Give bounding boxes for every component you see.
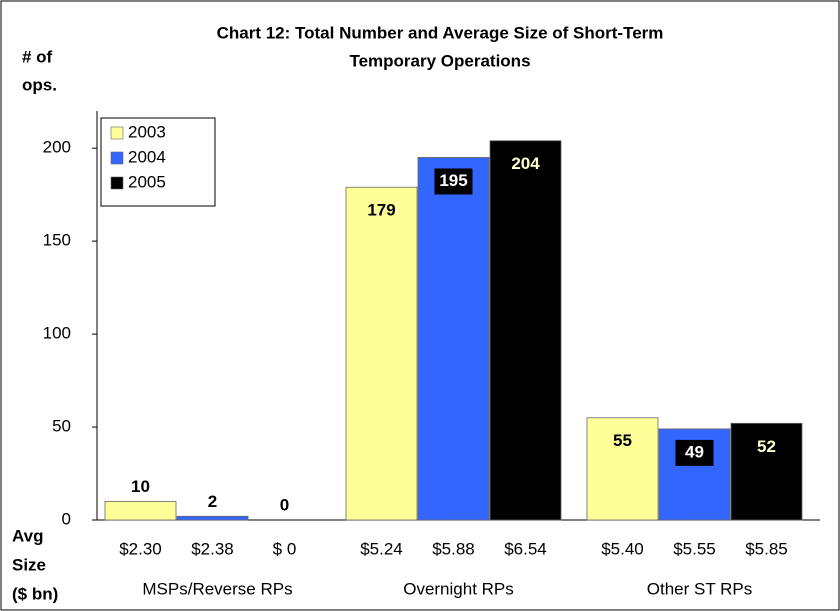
chart-title: Temporary Operations [349,51,530,70]
value-label-box [434,168,473,195]
avg-size: $ 0 [273,539,297,558]
bar [489,140,562,521]
value-label: 52 [757,437,776,456]
avg-size: $5.88 [432,539,475,558]
value-label-box [675,439,714,466]
bar [176,515,249,521]
avg-size-label: Avg [12,526,44,545]
legend-label: 2005 [128,172,166,191]
avg-size-label: Size [12,555,46,574]
legend-swatch [110,151,124,165]
bar [730,422,803,521]
y-tick-label: 150 [43,231,71,250]
value-label: 0 [280,495,289,514]
value-label: 49 [685,442,704,461]
y-axis-label: # of [22,47,53,66]
bar [586,417,659,521]
avg-size: $6.54 [504,539,547,558]
x-tick-label: Overnight RPs [403,579,514,598]
x-tick-label: MSPs/Reverse RPs [142,579,292,598]
value-label: 2 [208,492,217,511]
legend-swatch [110,126,124,140]
legend-swatch [110,176,124,190]
value-label: 10 [131,477,150,496]
avg-size: $5.85 [745,539,788,558]
y-tick-label: 200 [43,138,71,157]
y-tick-label: 100 [43,324,71,343]
y-tick-label: 50 [52,417,71,436]
value-label: 179 [367,201,395,220]
avg-size: $5.40 [601,539,644,558]
avg-size: $2.30 [119,539,162,558]
value-label: 204 [511,154,540,173]
bar [345,186,418,521]
chart-title: Chart 12: Total Number and Average Size … [217,23,664,42]
legend-label: 2004 [128,147,166,166]
bar [104,501,177,521]
avg-size: $2.38 [191,539,234,558]
avg-size: $5.24 [360,539,403,558]
y-tick-label: 0 [62,509,71,528]
value-label: 55 [613,431,632,450]
y-axis-label: ops. [22,75,57,94]
avg-size-label: ($ bn) [12,584,58,603]
legend-label: 2003 [128,122,166,141]
x-tick-label: Other ST RPs [647,579,753,598]
avg-size: $5.55 [673,539,716,558]
bar [417,157,490,521]
value-label: 195 [439,171,467,190]
bar [658,428,731,521]
